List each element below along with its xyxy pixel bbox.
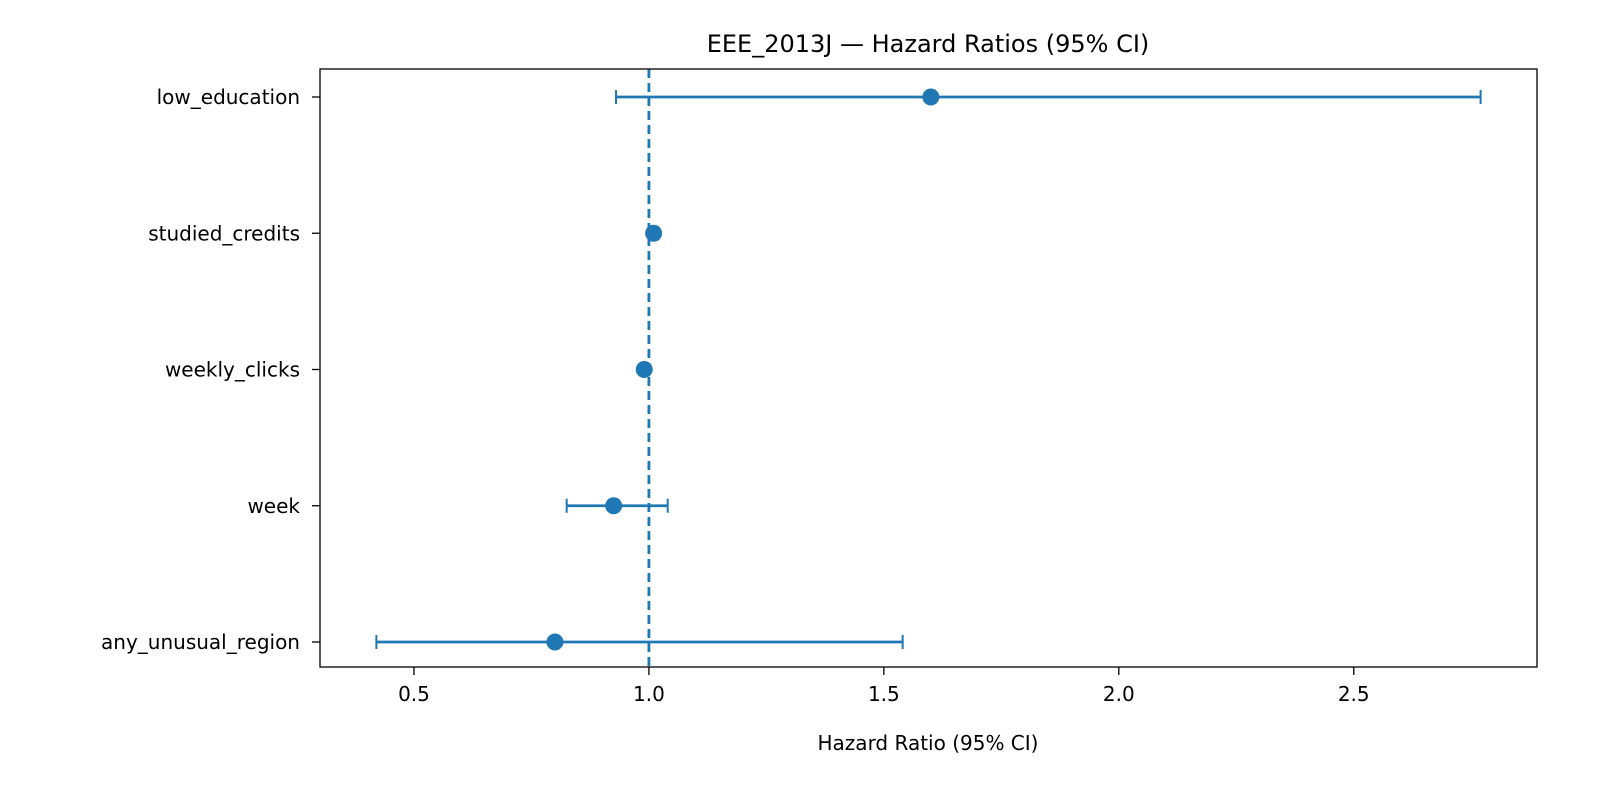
- plot-area: [375, 69, 1482, 667]
- x-tick-label: 2.5: [1338, 682, 1370, 706]
- x-tick-label: 1.0: [633, 682, 665, 706]
- hazard-ratio-point: [605, 497, 623, 515]
- plot-frame: [319, 68, 1538, 668]
- hazard-ratio-point: [645, 224, 663, 242]
- x-axis-label: Hazard Ratio (95% CI): [818, 731, 1039, 755]
- x-tick-label: 0.5: [398, 682, 430, 706]
- x-tick-label: 1.5: [868, 682, 900, 706]
- y-tick-label: low_education: [157, 85, 300, 109]
- hazard-ratio-point: [922, 88, 940, 106]
- hazard-ratio-point: [546, 633, 564, 651]
- y-tick-label: week: [247, 494, 300, 518]
- x-tick-label: 2.0: [1103, 682, 1135, 706]
- y-tick-label: any_unusual_region: [101, 630, 300, 654]
- y-tick-label: weekly_clicks: [165, 358, 300, 382]
- y-tick-label: studied_credits: [148, 221, 300, 245]
- hazard-ratio-point: [635, 361, 653, 378]
- chart-title: EEE_2013J — Hazard Ratios (95% CI): [707, 30, 1150, 58]
